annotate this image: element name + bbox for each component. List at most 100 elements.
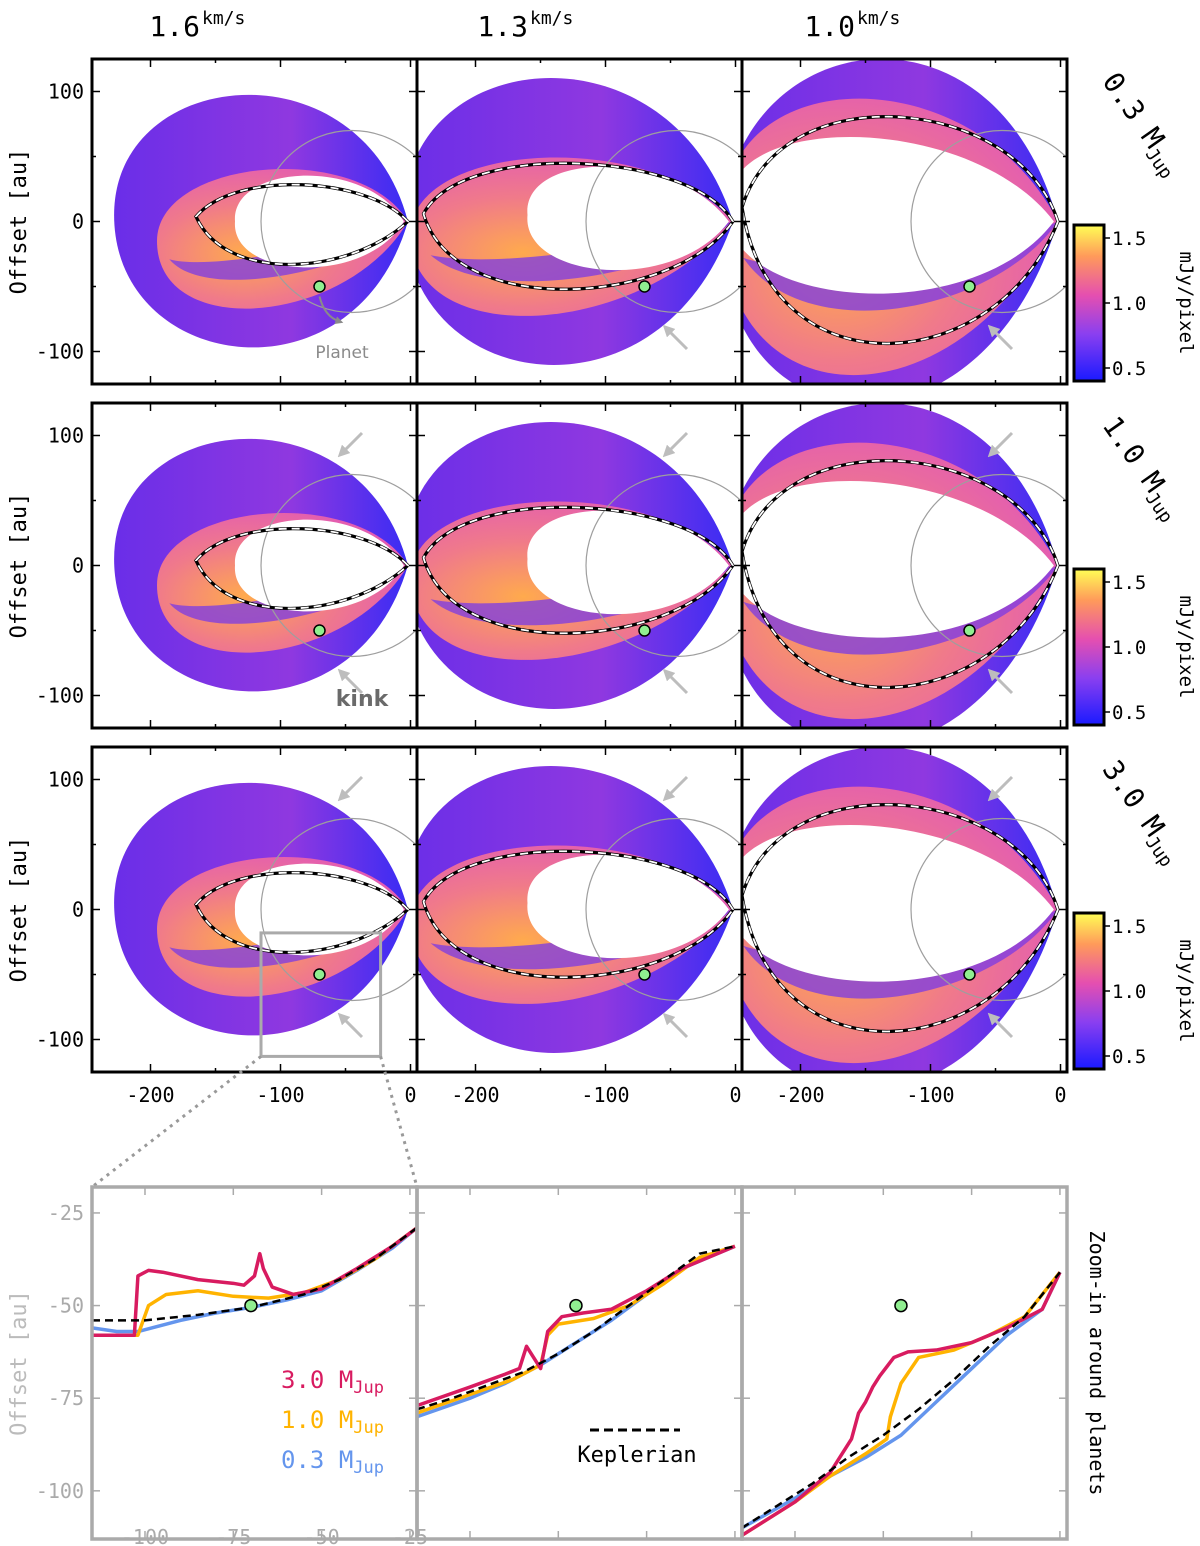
- panel-content: [114, 782, 417, 1036]
- panel-content: [114, 94, 417, 348]
- panel-r1-c1: [415, 401, 744, 730]
- y-tick-label: -100: [36, 1028, 84, 1052]
- orbit-circle: [585, 817, 742, 1002]
- row-mass-value: 3.0 MJup: [1092, 754, 1189, 871]
- x-tick-label: 0: [404, 1083, 416, 1107]
- zoom-planet-marker: [894, 1298, 908, 1313]
- emission-hole: [527, 854, 729, 959]
- colorbar-tick-label: 1.0: [1112, 981, 1146, 1003]
- zoom-legend-entry: 3.0 MJup: [281, 1366, 384, 1398]
- x-tick-label: -100: [256, 1083, 304, 1107]
- planet-marker: [963, 624, 976, 637]
- zoom-keplerian: [742, 1271, 1061, 1529]
- panel-content: [114, 438, 417, 692]
- arrow-lower: [987, 324, 1014, 351]
- orbit-circle: [910, 473, 1067, 658]
- colorbar-tick-label: 1.5: [1112, 916, 1146, 938]
- panel-r2-c0: [90, 745, 419, 1074]
- zoom-content: [417, 1244, 736, 1419]
- emission-hole: [234, 519, 404, 612]
- arrow-lower: [987, 668, 1014, 695]
- colorbar-tick-label: 0.5: [1112, 358, 1146, 380]
- x-tick-label: 0: [1054, 1083, 1066, 1107]
- zoom-curve-1-0: [92, 1226, 417, 1337]
- panel-r0-c2: [740, 57, 1069, 386]
- colorbar-tick-label: 0.5: [1112, 702, 1146, 724]
- planet-marker: [963, 280, 976, 293]
- panel-content: [417, 766, 742, 1053]
- zoom-connector-left: [91, 1055, 262, 1189]
- keplerian-line: [194, 871, 409, 954]
- keplerian-line: [194, 527, 409, 610]
- column-header-2: 1.0 km/s: [804, 8, 900, 43]
- orbit-circle: [910, 817, 1067, 1002]
- row-mass-sub: Jup: [1141, 144, 1177, 183]
- colorbar-tick-label: 1.5: [1112, 228, 1146, 250]
- column-header-unit: km/s: [202, 8, 245, 29]
- emission-shadow: [169, 565, 408, 624]
- y-axis-label: Offset [au]: [7, 837, 32, 983]
- zoom-x-tick-label: -25: [392, 1525, 428, 1546]
- y-tick-label: 100: [48, 424, 84, 448]
- planet-annotation-arrow: [318, 296, 344, 325]
- column-header-value: 1.6: [149, 10, 200, 43]
- emission-hole: [527, 510, 729, 615]
- row-mass-value: 0.3 MJup: [1092, 66, 1189, 183]
- column-header-value: 1.3: [477, 10, 528, 43]
- zoom-planet-marker: [569, 1298, 583, 1313]
- panel-content: [742, 747, 1067, 1072]
- orbit-circle: [910, 129, 1067, 314]
- planet-marker: [313, 968, 326, 981]
- main-grid: 100 0 -100 Offset [au] 0.3 MJup 1.5 1.0 0.5 mJy/…: [7, 57, 1197, 1107]
- x-tick-label: 0: [729, 1083, 741, 1107]
- orbit-circle: [260, 129, 417, 314]
- colorbar-label: mJy/pixel: [1175, 940, 1197, 1043]
- keplerian-line: [422, 850, 734, 979]
- y-axis-label: Offset [au]: [7, 493, 32, 639]
- arrow-upper: [337, 775, 364, 802]
- zoom-connector-right: [379, 1055, 419, 1188]
- keplerian-line: [422, 506, 734, 635]
- arrow-lower: [337, 668, 364, 695]
- column-header-1: 1.3 km/s: [477, 8, 573, 43]
- planet-marker: [313, 280, 326, 293]
- panel-content: [417, 422, 742, 709]
- colorbar-label: mJy/pixel: [1175, 596, 1197, 699]
- column-header-0: 1.6 km/s: [149, 8, 245, 43]
- panel-r0-c1: [415, 57, 744, 386]
- panel-content: [417, 78, 742, 365]
- zoom-keplerian: [92, 1226, 417, 1322]
- zoom-x-tick-label: -50: [304, 1525, 340, 1546]
- row-mass-value: 1.0 MJup: [1092, 410, 1189, 527]
- zoom-legend-entry: 0.3 MJup: [281, 1446, 384, 1478]
- x-tick-label: -100: [906, 1083, 954, 1107]
- colorbar: [1072, 567, 1106, 727]
- zoom-frame: [740, 1185, 1069, 1541]
- panel-r1-c0: [90, 401, 419, 730]
- arrow-upper: [337, 431, 364, 458]
- zoom-y-tick-label: -25: [48, 1201, 84, 1225]
- panel-r2-c2: [740, 745, 1069, 1074]
- y-tick-label: 0: [72, 210, 84, 234]
- colorbar-tick-label: 1.0: [1112, 637, 1146, 659]
- zoom-x-tick-label: -75: [215, 1525, 251, 1546]
- arrow-lower: [987, 1012, 1014, 1039]
- zoom-y-tick-label: -50: [48, 1294, 84, 1318]
- x-tick-label: -200: [451, 1083, 499, 1107]
- arrow-upper: [662, 775, 689, 802]
- row-mass-sub: Jup: [1141, 832, 1177, 871]
- zoom-curve-1-0: [417, 1244, 736, 1415]
- column-header-unit: km/s: [857, 8, 900, 29]
- panel-r0-c0: [90, 57, 419, 386]
- keplerian-line: [742, 803, 1059, 1033]
- x-tick-label: -200: [776, 1083, 824, 1107]
- zoom-y-tick-label: -100: [36, 1479, 84, 1503]
- emission-hole: [742, 825, 1054, 982]
- column-header-value: 1.0: [804, 10, 855, 43]
- zoom-box: [259, 931, 383, 1058]
- zoom-curve-3-0: [742, 1271, 1062, 1537]
- planet-marker: [313, 624, 326, 637]
- x-tick-label: -200: [126, 1083, 174, 1107]
- column-header-unit: km/s: [530, 8, 573, 29]
- emission-shadow: [169, 909, 408, 968]
